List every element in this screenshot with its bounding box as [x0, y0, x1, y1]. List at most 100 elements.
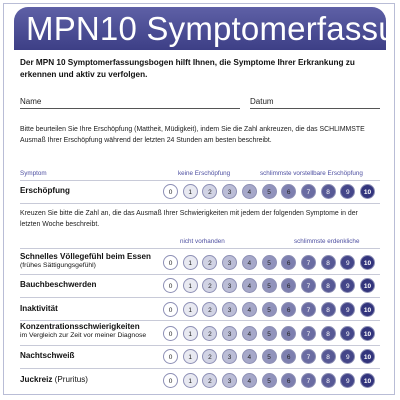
rating-option-6[interactable]: 6 [281, 255, 297, 270]
rating-option-6[interactable]: 6 [281, 373, 297, 388]
symptom-row-label: Bauchbeschwerden [20, 280, 170, 290]
rating-option-5[interactable]: 5 [261, 278, 277, 293]
rating-option-2[interactable]: 2 [202, 302, 218, 317]
page-frame [3, 3, 395, 395]
rating-option-0[interactable]: 0 [163, 302, 178, 317]
rating-option-2[interactable]: 2 [202, 184, 218, 199]
rating-option-5[interactable]: 5 [261, 302, 277, 317]
symptom-scale: 0 1 2 3 4 5 6 7 8 9 10 [163, 278, 383, 294]
rating-option-7[interactable]: 7 [300, 373, 316, 388]
symptom-row-label: Schnelles Völlegefühl beim Essen (frühes… [20, 252, 170, 270]
rating-option-5[interactable]: 5 [261, 326, 277, 341]
fatigue-label: Erschöpfung [20, 186, 70, 195]
rating-option-0[interactable]: 0 [163, 184, 178, 199]
rating-option-1[interactable]: 1 [182, 184, 198, 199]
rating-option-3[interactable]: 3 [222, 373, 238, 388]
separator [20, 248, 380, 249]
rating-option-10[interactable]: 10 [360, 184, 375, 199]
rating-option-5[interactable]: 5 [261, 255, 277, 270]
rating-option-1[interactable]: 1 [182, 278, 198, 293]
rating-option-5[interactable]: 5 [261, 349, 277, 364]
rating-option-6[interactable]: 6 [281, 326, 297, 341]
rating-option-8[interactable]: 8 [320, 255, 336, 270]
rating-option-8[interactable]: 8 [320, 278, 336, 293]
rating-option-0[interactable]: 0 [163, 349, 178, 364]
rating-option-0[interactable]: 0 [163, 326, 178, 341]
rating-option-6[interactable]: 6 [281, 278, 297, 293]
rating-option-4[interactable]: 4 [241, 184, 257, 199]
separator [20, 345, 380, 346]
rating-option-4[interactable]: 4 [241, 255, 257, 270]
rating-option-5[interactable]: 5 [261, 373, 277, 388]
rating-option-9[interactable]: 9 [340, 326, 356, 341]
column-header-low-fatigue: keine Erschöpfung [178, 170, 231, 177]
rating-option-3[interactable]: 3 [222, 278, 238, 293]
rating-option-2[interactable]: 2 [202, 326, 218, 341]
symptom-instruction: Kreuzen Sie bitte die Zahl an, die das A… [20, 210, 358, 228]
rating-option-7[interactable]: 7 [300, 255, 316, 270]
rating-option-10[interactable]: 10 [360, 278, 375, 293]
fatigue-scale: 0 1 2 3 4 5 6 7 8 9 10 [163, 184, 383, 200]
rating-option-3[interactable]: 3 [222, 184, 238, 199]
rating-option-8[interactable]: 8 [320, 184, 336, 199]
rating-option-1[interactable]: 1 [182, 255, 198, 270]
rating-option-4[interactable]: 4 [241, 349, 257, 364]
rating-option-2[interactable]: 2 [202, 255, 218, 270]
rating-option-7[interactable]: 7 [300, 302, 316, 317]
rating-option-5[interactable]: 5 [261, 184, 277, 199]
separator [20, 203, 380, 204]
symptom-scale: 0 1 2 3 4 5 6 7 8 9 10 [163, 349, 383, 365]
rating-option-8[interactable]: 8 [320, 349, 336, 364]
rating-option-1[interactable]: 1 [182, 326, 198, 341]
rating-option-9[interactable]: 9 [340, 278, 356, 293]
rating-option-2[interactable]: 2 [202, 278, 218, 293]
column-header-not-present: nicht vorhanden [180, 238, 225, 245]
rating-option-4[interactable]: 4 [241, 302, 257, 317]
symptom-label: Nachtschweiß [20, 351, 75, 360]
rating-option-3[interactable]: 3 [222, 255, 238, 270]
rating-option-8[interactable]: 8 [320, 302, 336, 317]
rating-option-3[interactable]: 3 [222, 326, 238, 341]
rating-option-8[interactable]: 8 [320, 326, 336, 341]
rating-option-7[interactable]: 7 [300, 349, 316, 364]
rating-option-1[interactable]: 1 [182, 302, 198, 317]
rating-option-6[interactable]: 6 [281, 184, 297, 199]
rating-option-10[interactable]: 10 [360, 302, 375, 317]
rating-option-9[interactable]: 9 [340, 302, 356, 317]
rating-option-6[interactable]: 6 [281, 302, 297, 317]
rating-option-0[interactable]: 0 [163, 255, 178, 270]
rating-option-9[interactable]: 9 [340, 255, 356, 270]
rating-option-9[interactable]: 9 [340, 184, 356, 199]
rating-option-2[interactable]: 2 [202, 349, 218, 364]
rating-option-1[interactable]: 1 [182, 373, 198, 388]
rating-option-0[interactable]: 0 [163, 373, 178, 388]
rating-option-10[interactable]: 10 [360, 326, 375, 341]
rating-option-1[interactable]: 1 [182, 349, 198, 364]
rating-option-4[interactable]: 4 [241, 373, 257, 388]
date-field[interactable] [250, 108, 380, 109]
rating-option-7[interactable]: 7 [300, 278, 316, 293]
symptom-label: Konzentrationsschwierigkeiten [20, 322, 140, 331]
rating-option-9[interactable]: 9 [340, 373, 356, 388]
rating-option-6[interactable]: 6 [281, 349, 297, 364]
rating-option-4[interactable]: 4 [241, 326, 257, 341]
rating-option-0[interactable]: 0 [163, 278, 178, 293]
rating-option-8[interactable]: 8 [320, 373, 336, 388]
symptom-scale: 0 1 2 3 4 5 6 7 8 9 10 [163, 326, 383, 342]
symptom-row-label: Inaktivität [20, 304, 170, 314]
rating-option-10[interactable]: 10 [360, 349, 375, 364]
rating-option-9[interactable]: 9 [340, 349, 356, 364]
symptom-scale: 0 1 2 3 4 5 6 7 8 9 10 [163, 373, 383, 389]
rating-option-10[interactable]: 10 [360, 255, 375, 270]
page-title: MPN10 Symptomerfassung [26, 10, 386, 47]
symptom-scale: 0 1 2 3 4 5 6 7 8 9 10 [163, 302, 383, 318]
rating-option-3[interactable]: 3 [222, 302, 238, 317]
rating-option-4[interactable]: 4 [241, 278, 257, 293]
rating-option-7[interactable]: 7 [300, 184, 316, 199]
separator [20, 297, 380, 298]
name-field[interactable] [20, 108, 240, 109]
rating-option-3[interactable]: 3 [222, 349, 238, 364]
rating-option-2[interactable]: 2 [202, 373, 218, 388]
rating-option-7[interactable]: 7 [300, 326, 316, 341]
rating-option-10[interactable]: 10 [360, 373, 375, 388]
